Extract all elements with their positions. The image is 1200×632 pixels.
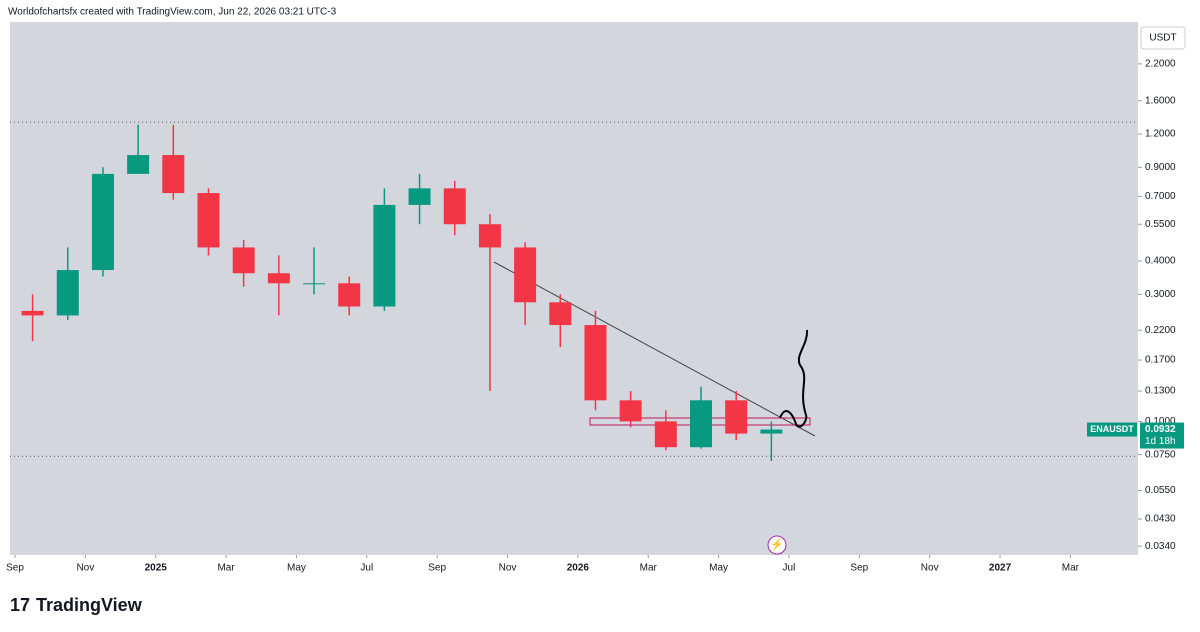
x-tick-label: Nov bbox=[921, 563, 939, 574]
y-tick-label: 0.0340 bbox=[1145, 541, 1176, 552]
last-price: 0.0932 bbox=[1145, 424, 1176, 435]
event-icon bbox=[767, 535, 787, 555]
y-tick-label: 2.2000 bbox=[1145, 59, 1176, 70]
y-tick-label: 0.0550 bbox=[1145, 485, 1176, 496]
y-tick-label: 0.5500 bbox=[1145, 219, 1176, 230]
y-tick-label: 0.1300 bbox=[1145, 386, 1176, 397]
symbol-tag bbox=[1087, 422, 1137, 437]
y-tick-label: 1.6000 bbox=[1145, 95, 1176, 106]
y-tick-label: 1.2000 bbox=[1145, 129, 1176, 140]
x-tick-label: Mar bbox=[640, 563, 658, 574]
candle-body bbox=[725, 400, 748, 434]
y-tick-label: 0.0430 bbox=[1145, 514, 1176, 525]
x-tick-label: May bbox=[287, 563, 306, 574]
x-tick-label: Sep bbox=[6, 563, 24, 574]
y-tick-label: 0.7000 bbox=[1145, 191, 1176, 202]
x-tick-label: 2026 bbox=[567, 563, 590, 574]
candle-body bbox=[443, 188, 466, 225]
candle-body bbox=[232, 247, 255, 274]
candle-body bbox=[197, 193, 220, 248]
x-tick-label: Sep bbox=[428, 563, 446, 574]
y-tick-label: 0.1000 bbox=[1145, 416, 1176, 427]
y-tick-label: 0.3000 bbox=[1145, 289, 1176, 300]
brand-logo: 17 bbox=[10, 595, 30, 615]
candle-body bbox=[654, 421, 677, 448]
x-tick-label: Nov bbox=[499, 563, 517, 574]
candle-body bbox=[338, 283, 361, 307]
header: Worldofchartsfx created with TradingView… bbox=[8, 7, 337, 18]
symbol: ENAUSDT bbox=[1090, 424, 1134, 434]
candle-body bbox=[162, 155, 185, 194]
price-tag bbox=[1140, 422, 1184, 449]
y-tick-label: 0.9000 bbox=[1145, 162, 1176, 173]
y-tick-label: 0.2200 bbox=[1145, 325, 1176, 336]
currency-box bbox=[1140, 26, 1186, 50]
x-tick-label: May bbox=[709, 563, 728, 574]
candle-body bbox=[91, 173, 114, 271]
candle-body bbox=[56, 270, 79, 316]
brand: TradingView bbox=[36, 595, 143, 615]
x-tick-label: Mar bbox=[217, 563, 235, 574]
y-tick-label: 0.4000 bbox=[1145, 256, 1176, 267]
candle-body bbox=[690, 400, 713, 448]
candle-body bbox=[127, 155, 150, 174]
candle-body bbox=[760, 429, 783, 434]
candle-body bbox=[21, 310, 44, 316]
candle-body bbox=[619, 400, 642, 422]
trendline bbox=[493, 261, 816, 437]
plot-area bbox=[10, 22, 1138, 555]
countdown: 1d 18h bbox=[1145, 436, 1176, 447]
candle-body bbox=[549, 302, 572, 326]
x-tick-label: 2025 bbox=[145, 563, 168, 574]
x-tick-label: Nov bbox=[76, 563, 94, 574]
candle-body bbox=[584, 325, 607, 401]
candle-body bbox=[408, 188, 431, 205]
x-tick-label: Jul bbox=[360, 563, 373, 574]
x-tick-label: 2027 bbox=[989, 563, 1012, 574]
candle-body bbox=[514, 247, 537, 303]
candle-body bbox=[478, 224, 501, 248]
candle-body bbox=[267, 273, 290, 284]
y-tick-label: 0.1700 bbox=[1145, 355, 1176, 366]
projection-sketch bbox=[779, 329, 809, 428]
y-tick-label: 0.0750 bbox=[1145, 449, 1176, 460]
candle-body bbox=[373, 204, 396, 307]
event-icon-glyph: ⚡ bbox=[770, 538, 784, 551]
currency: USDT bbox=[1149, 33, 1176, 44]
candle-body bbox=[303, 283, 326, 285]
x-tick-label: Mar bbox=[1062, 563, 1080, 574]
x-tick-label: Sep bbox=[850, 563, 868, 574]
x-tick-label: Jul bbox=[783, 563, 796, 574]
